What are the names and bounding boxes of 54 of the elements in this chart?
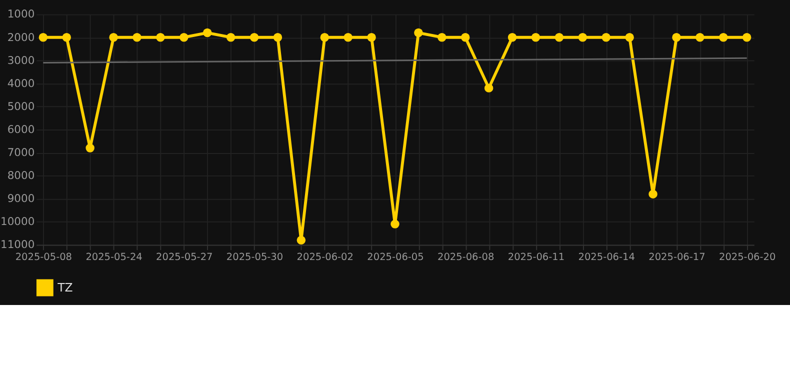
- point: [180, 33, 188, 42]
- point: [390, 220, 400, 228]
- x-tick-label: 2025-05-30: [226, 252, 284, 263]
- x-tick-label: 2025-05-08: [15, 252, 72, 263]
- point: [414, 28, 423, 38]
- point: [438, 33, 446, 42]
- x-tick-label: 2025-06-05: [367, 252, 424, 263]
- point: [484, 84, 494, 92]
- y-tick-label: 9000: [7, 192, 35, 206]
- point: [672, 33, 681, 42]
- x-tick-label: 2025-05-27: [156, 252, 213, 263]
- point: [109, 33, 118, 42]
- point: [508, 33, 517, 42]
- y-tick-label: 4000: [7, 76, 35, 90]
- point: [554, 33, 564, 42]
- point: [250, 33, 259, 42]
- x-tick-label: 2025-06-02: [296, 252, 354, 263]
- point: [719, 33, 728, 42]
- point: [602, 33, 610, 42]
- point: [625, 33, 634, 42]
- point: [296, 236, 306, 245]
- y-tick-label: 3000: [7, 54, 35, 67]
- point: [38, 33, 48, 42]
- point: [86, 144, 94, 152]
- point: [367, 33, 376, 42]
- y-tick-label: 7000: [7, 146, 35, 160]
- point: [320, 33, 329, 42]
- point: [226, 33, 236, 42]
- x-tick-label: 2025-05-24: [86, 252, 142, 263]
- x-tick-label: 2025-06-11: [508, 252, 565, 263]
- point: [273, 33, 282, 42]
- y-tick-label: 2000: [7, 30, 35, 44]
- x-tick-label: 2025-06-17: [648, 252, 706, 263]
- y-tick-label: 10000: [0, 215, 35, 228]
- point: [578, 33, 588, 42]
- y-tick-label: 6000: [7, 122, 35, 136]
- y-tick-label: 8000: [7, 169, 35, 182]
- x-tick-label: 2025-06-20: [718, 252, 776, 263]
- x-tick-label: 2025-06-14: [578, 252, 635, 263]
- point: [202, 28, 212, 38]
- point: [531, 33, 540, 42]
- point: [62, 33, 71, 42]
- legend-label: TZ: [56, 280, 73, 295]
- point: [461, 33, 470, 42]
- y-tick-label: 1000: [7, 8, 35, 21]
- y-tick-label: 11000: [0, 238, 35, 252]
- point: [696, 33, 704, 42]
- point: [648, 190, 658, 198]
- point: [156, 33, 165, 42]
- y-tick-label: 5000: [7, 100, 35, 113]
- point: [742, 33, 752, 42]
- point: [344, 33, 352, 42]
- x-tick-label: 2025-06-08: [438, 252, 494, 263]
- point: [132, 33, 142, 42]
